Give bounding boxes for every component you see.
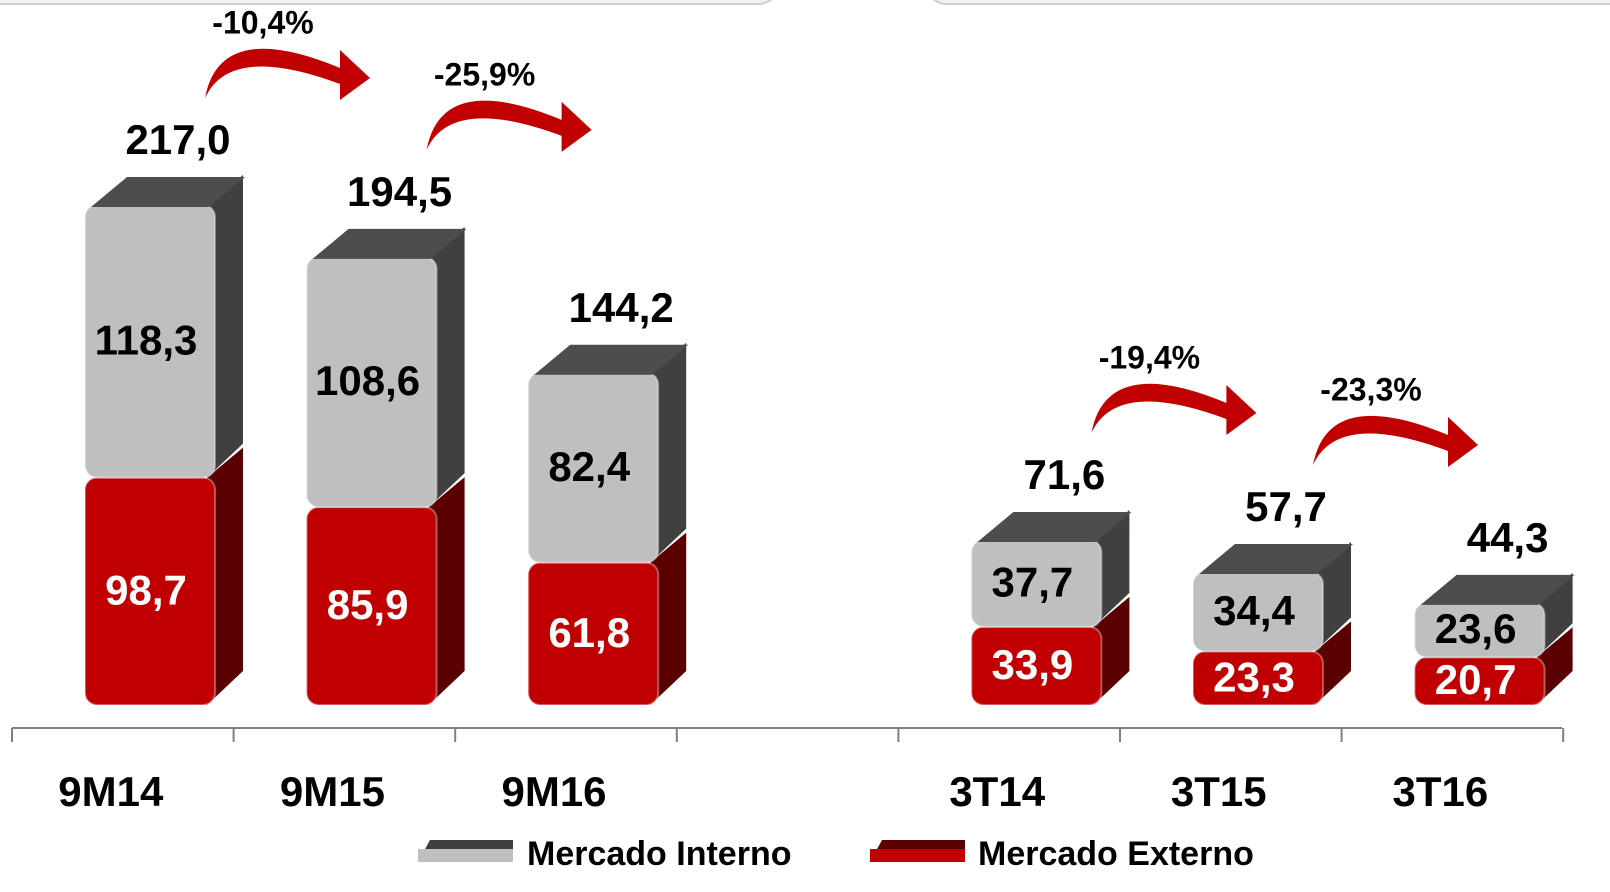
header-panel: [932, 0, 1610, 5]
bar-side: [428, 226, 465, 508]
x-tick-label: 9M15: [280, 768, 385, 815]
change-arrow: [426, 100, 592, 152]
bar-side: [1093, 596, 1130, 705]
data-label: 20,7: [1435, 656, 1517, 703]
bar-side: [1315, 542, 1351, 652]
total-label: 217,0: [125, 116, 230, 163]
bar-side: [1536, 627, 1573, 705]
x-tick-label: 9M14: [58, 768, 164, 815]
bar-top: [312, 228, 467, 259]
x-tick-label: 3T16: [1393, 768, 1489, 815]
change-arrow: [1313, 415, 1478, 468]
bar-side: [207, 175, 243, 478]
change-label: -23,3%: [1320, 372, 1421, 408]
change-label: -10,4%: [212, 4, 313, 40]
legend-label: Mercado Interno: [527, 835, 791, 873]
legend-label: Mercado Externo: [978, 835, 1254, 873]
legend-swatch: [418, 849, 513, 862]
legend-swatch: [870, 849, 965, 862]
header-panel: [0, 0, 773, 5]
x-tick-label: 9M16: [501, 768, 606, 815]
bar-side: [650, 342, 687, 563]
change-arrow: [1091, 383, 1257, 436]
bar-top: [91, 177, 245, 207]
data-label: 118,3: [95, 316, 198, 363]
bar-side: [428, 477, 465, 705]
total-label: 57,7: [1245, 483, 1327, 530]
bar-side: [1315, 621, 1351, 705]
bar-top: [977, 512, 1132, 543]
bar-top: [1199, 544, 1353, 575]
bar-side: [650, 532, 687, 705]
bar-side: [207, 447, 243, 705]
data-label: 33,9: [992, 641, 1074, 688]
bar-side: [1536, 572, 1573, 658]
data-label: 23,6: [1435, 605, 1517, 652]
data-label: 37,7: [992, 559, 1074, 606]
bar-top: [1420, 574, 1575, 605]
data-label: 82,4: [548, 443, 630, 490]
data-label: 23,3: [1213, 653, 1295, 700]
bar-side: [1093, 510, 1130, 627]
total-label: 71,6: [1024, 451, 1106, 498]
total-label: 144,2: [569, 284, 674, 331]
data-label: 34,4: [1213, 587, 1295, 634]
change-label: -19,4%: [1099, 339, 1200, 375]
data-label: 85,9: [327, 581, 409, 628]
data-label: 61,8: [548, 609, 630, 656]
data-label: 108,6: [315, 357, 420, 404]
bar-top: [534, 344, 689, 375]
x-tick-label: 3T14: [949, 768, 1045, 815]
change-label: -25,9%: [434, 56, 535, 92]
total-label: 44,3: [1467, 514, 1549, 561]
x-tick-label: 3T15: [1171, 768, 1267, 815]
total-label: 194,5: [347, 168, 452, 215]
data-label: 98,7: [105, 566, 187, 613]
change-arrow: [205, 48, 370, 100]
